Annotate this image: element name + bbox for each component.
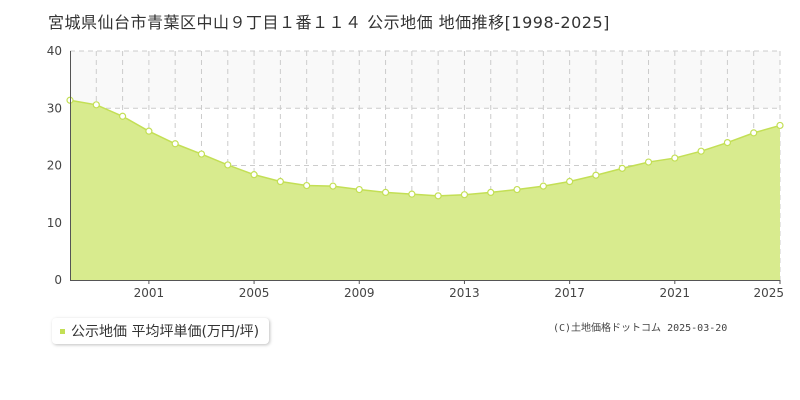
data-point	[618, 164, 626, 172]
data-point	[513, 185, 521, 194]
x-tick-label: 2001	[134, 286, 165, 300]
data-point	[171, 140, 179, 148]
legend-label: 公示地価 平均坪単価(万円/坪)	[71, 324, 260, 340]
series-area	[70, 100, 780, 281]
data-point	[592, 171, 600, 179]
y-tick-label: 30	[47, 101, 62, 115]
y-tick-label: 40	[47, 44, 62, 58]
y-tick-label: 10	[47, 216, 62, 230]
data-point	[671, 154, 679, 162]
data-point	[487, 188, 495, 197]
y-tick-label: 0	[54, 273, 62, 287]
plot-band	[70, 51, 780, 109]
legend-swatch	[60, 328, 65, 334]
copyright-notice: (C)土地価格ドットコム 2025-03-20	[553, 323, 728, 334]
data-point	[303, 181, 311, 190]
data-point	[539, 182, 547, 190]
data-point	[750, 129, 758, 137]
data-point	[355, 185, 363, 194]
data-point	[329, 182, 337, 190]
data-point	[145, 127, 153, 135]
data-point	[434, 192, 442, 200]
data-point	[118, 112, 127, 120]
data-point	[697, 147, 705, 155]
data-points	[66, 96, 784, 200]
data-point	[460, 191, 469, 199]
data-point	[408, 190, 416, 198]
data-point	[723, 139, 732, 147]
x-tick-label: 2005	[239, 286, 270, 300]
x-tick-label: 2009	[344, 286, 375, 300]
series-line	[69, 99, 781, 197]
data-point	[566, 177, 574, 186]
y-tick-label: 20	[47, 159, 62, 173]
x-tick-label: 2013	[449, 286, 480, 300]
data-point	[776, 121, 784, 130]
data-point	[250, 171, 258, 179]
y-tick-labels: 0 10 20 30 40	[47, 44, 62, 287]
data-point	[276, 177, 284, 186]
page-title: 宮城県仙台市青葉区中山９丁目１番１１４ 公示地価 地価推移[1998-2025]	[48, 13, 610, 32]
x-tick-label: 2021	[660, 286, 691, 300]
x-tick-labels: 2001 2005 2009 2013 2017 2021 2025	[134, 280, 784, 300]
x-tick-label: 2017	[554, 286, 585, 300]
x-tick-label: 2025	[753, 286, 784, 300]
legend: 公示地価 平均坪単価(万円/坪)	[52, 318, 270, 344]
data-point	[92, 101, 100, 109]
data-point	[644, 158, 653, 166]
data-point	[381, 188, 390, 197]
data-point	[224, 161, 232, 169]
data-point	[197, 150, 206, 158]
